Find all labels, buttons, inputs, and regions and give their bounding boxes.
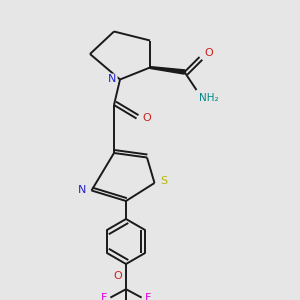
Text: O: O: [142, 113, 151, 123]
Text: O: O: [204, 48, 213, 59]
Text: N: N: [108, 74, 117, 85]
Text: N: N: [78, 185, 87, 195]
Polygon shape: [150, 67, 185, 74]
Text: F: F: [100, 292, 107, 300]
Text: O: O: [113, 271, 122, 281]
Text: F: F: [145, 292, 152, 300]
Text: S: S: [160, 176, 168, 186]
Text: NH₂: NH₂: [200, 93, 219, 103]
